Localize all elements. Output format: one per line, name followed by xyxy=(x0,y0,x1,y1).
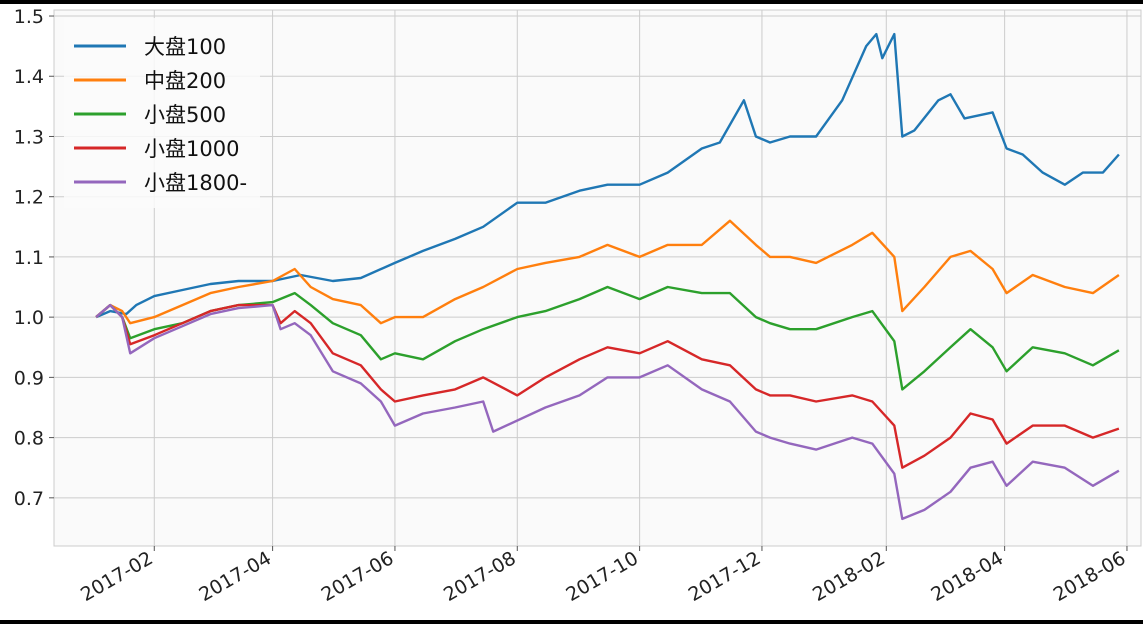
x-tick-label: 2018-02 xyxy=(809,547,889,606)
x-tick-label: 2017-10 xyxy=(562,547,642,606)
x-tick-label: 2017-02 xyxy=(77,547,157,606)
y-tick-label: 0.8 xyxy=(14,428,44,450)
x-tick-label: 2017-04 xyxy=(195,547,275,606)
series-line-2 xyxy=(95,219,1120,325)
series-line-1 xyxy=(95,32,1120,319)
chart-frame: 0.7 0.8 0.9 1.0 1.1 1.2 1.3 1.4 1.5 2017-02 2017-… xyxy=(0,4,1143,620)
x-tick-label: 2017-06 xyxy=(318,547,398,606)
y-tick-label: 0.9 xyxy=(14,367,44,389)
legend-entry-label: 小盘500 xyxy=(144,103,226,127)
x-tick-label: 2018-04 xyxy=(927,547,1007,606)
y-tick-label: 1.2 xyxy=(14,187,44,209)
x-tick-label: 2017-12 xyxy=(685,547,765,606)
y-tick-label: 1.0 xyxy=(14,307,44,329)
y-tick-label: 1.5 xyxy=(14,6,44,28)
legend-entry-label: 大盘100 xyxy=(144,35,226,59)
legend-entry-label: 中盘200 xyxy=(144,69,226,93)
x-tick-label: 2017-08 xyxy=(440,547,520,606)
series-layer xyxy=(95,32,1120,521)
legend-entry-label: 小盘1000 xyxy=(144,137,239,161)
x-tick-label: 2018-06 xyxy=(1050,547,1130,606)
series-line-5 xyxy=(95,303,1120,521)
y-tick-label: 0.7 xyxy=(14,488,44,510)
line-chart: 0.70.80.91.01.11.21.31.41.5 2017-02 2017-… xyxy=(14,6,1142,606)
legend: 大盘100 中盘200 小盘500 小盘1000 小盘1800- xyxy=(64,18,260,208)
legend-entry-label: 小盘1800- xyxy=(144,171,247,195)
y-tick-label: 1.3 xyxy=(14,126,44,148)
x-axis: 2017-02 2017-04 2017-06 2017-08 2017-10 2017-… xyxy=(77,546,1129,606)
series-line-4 xyxy=(95,303,1120,469)
y-tick-label: 1.4 xyxy=(14,66,44,88)
y-tick-label: 1.1 xyxy=(14,247,44,269)
y-axis: 0.7 0.8 0.9 1.0 1.1 1.2 1.3 1.4 1.5 xyxy=(14,6,54,510)
